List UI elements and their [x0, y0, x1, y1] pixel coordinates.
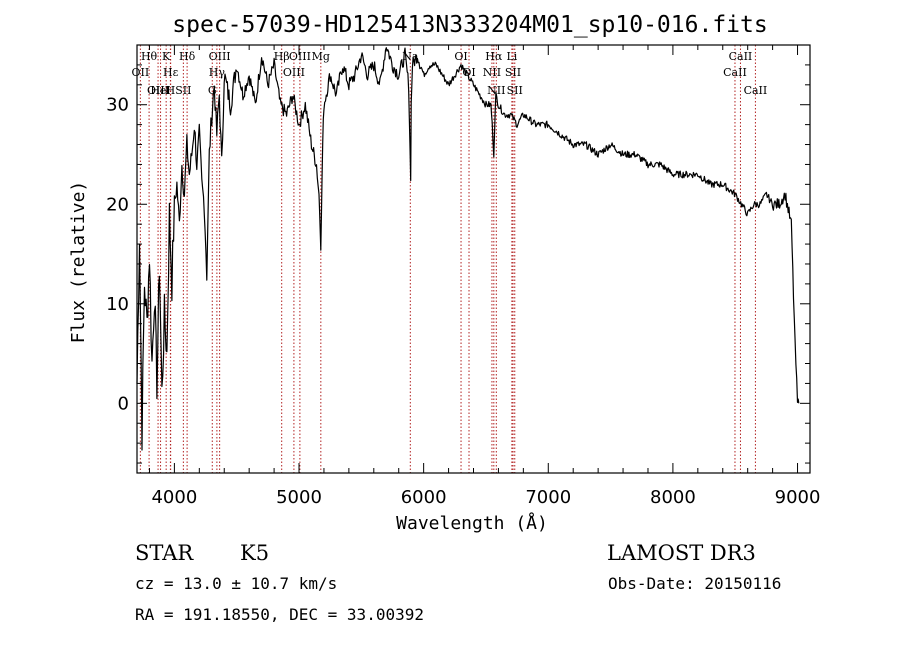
spectral-line-markers: [139, 45, 756, 473]
spectral-line-label: OIII: [283, 66, 305, 79]
x-axis-label: Wavelength (Å): [396, 512, 548, 534]
redshift-cz: cz = 13.0 ± 10.7 km/s: [135, 574, 337, 593]
y-axis: 0 10 20 30: [106, 64, 810, 464]
y-axis-label: Flux (relative): [68, 181, 89, 344]
spectrum-series-line: [136, 47, 800, 451]
spectral-line-label: NII: [483, 66, 501, 79]
spectral-line-label: NII: [487, 84, 505, 97]
spectral-line-label: SII: [505, 66, 521, 79]
spectral-line-label: SII: [507, 84, 523, 97]
observation-date: Obs-Date: 20150116: [608, 574, 781, 593]
spectral-line-label: OI: [454, 50, 467, 63]
spectral-line-label: Li: [506, 50, 517, 63]
spectral-line-label: OIII: [209, 50, 231, 63]
x-tick-label: 5000: [276, 487, 322, 508]
spectral-line-label: Mg: [312, 50, 330, 63]
spectral-line-label: OIII: [147, 84, 169, 97]
spectral-line-label: CaII: [744, 84, 768, 97]
plot-frame: [136, 44, 811, 474]
spectral-line-label: OII: [132, 66, 150, 79]
x-tick-label: 4000: [151, 487, 197, 508]
survey-name: LAMOST DR3: [607, 541, 756, 565]
spectral-line-label: HeI: [150, 84, 170, 97]
chart-title: spec-57039-HD125413N333204M01_sp10-016.f…: [172, 12, 767, 38]
y-tick-label: 20: [106, 194, 129, 215]
x-tick-label: 8000: [650, 487, 696, 508]
x-tick-label: 6000: [401, 487, 447, 508]
spectral-line-label: Hβ: [274, 50, 290, 63]
spectral-line-label: H: [166, 84, 176, 97]
object-class: STAR: [135, 541, 194, 565]
y-tick-label: 10: [106, 294, 129, 315]
spectral-line-label: Hθ: [141, 50, 158, 63]
x-axis: 4000 5000 6000 7000 8000 9000: [148, 45, 821, 508]
y-tick-label: 30: [106, 95, 129, 116]
spectral-line-label: G: [208, 84, 217, 97]
spectral-line-label: CaII: [723, 66, 747, 79]
x-tick-label: 9000: [775, 487, 821, 508]
y-tick-label: 0: [118, 393, 129, 414]
x-tick-label: 7000: [525, 487, 571, 508]
spectral-line-label: CaII: [729, 50, 753, 63]
spectral-line-label: Hδ: [179, 50, 196, 63]
spectral-line-label: K: [162, 50, 171, 63]
object-subclass: K5: [240, 541, 269, 565]
spectral-line-label: SII: [175, 84, 191, 97]
spectral-line-label: OIII: [289, 50, 311, 63]
spectral-line-label: Hα: [485, 50, 503, 63]
sky-coordinates: RA = 191.18550, DEC = 33.00392: [135, 605, 424, 624]
spectral-line-label: Hε: [163, 66, 179, 79]
spectral-line-label: Hγ: [209, 66, 226, 79]
